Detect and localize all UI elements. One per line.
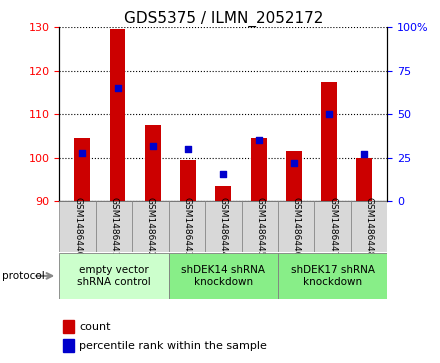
Bar xyxy=(242,201,278,252)
Point xyxy=(326,111,333,117)
Point xyxy=(79,150,86,156)
Bar xyxy=(215,186,231,201)
Text: protocol: protocol xyxy=(2,271,45,281)
Text: GSM1486442: GSM1486442 xyxy=(146,197,155,257)
Bar xyxy=(251,138,267,201)
Point xyxy=(114,85,121,91)
Bar xyxy=(59,201,96,252)
Text: percentile rank within the sample: percentile rank within the sample xyxy=(79,341,267,351)
Text: GSM1486446: GSM1486446 xyxy=(292,197,301,257)
Bar xyxy=(286,151,302,201)
Point xyxy=(255,138,262,143)
Bar xyxy=(321,82,337,201)
Text: shDEK17 shRNA
knockdown: shDEK17 shRNA knockdown xyxy=(290,265,374,287)
Text: empty vector
shRNA control: empty vector shRNA control xyxy=(77,265,151,287)
Point xyxy=(290,160,297,166)
Text: GSM1486443: GSM1486443 xyxy=(182,197,191,257)
Title: GDS5375 / ILMN_2052172: GDS5375 / ILMN_2052172 xyxy=(124,11,323,27)
Bar xyxy=(314,201,351,252)
Point xyxy=(184,146,191,152)
Point xyxy=(361,151,368,157)
Bar xyxy=(169,201,205,252)
Text: GSM1486444: GSM1486444 xyxy=(219,197,228,257)
Bar xyxy=(145,125,161,201)
Bar xyxy=(74,138,90,201)
Bar xyxy=(132,201,169,252)
Bar xyxy=(96,201,132,252)
Text: GSM1486448: GSM1486448 xyxy=(364,197,374,257)
Bar xyxy=(59,253,169,298)
Bar xyxy=(356,158,372,201)
Text: GSM1486445: GSM1486445 xyxy=(255,197,264,257)
Bar xyxy=(278,253,387,298)
Bar xyxy=(180,160,196,201)
Point xyxy=(220,171,227,176)
Bar xyxy=(278,201,314,252)
Bar xyxy=(169,253,278,298)
Point xyxy=(149,143,156,148)
Bar xyxy=(351,201,387,252)
Bar xyxy=(110,29,125,201)
Text: GSM1486440: GSM1486440 xyxy=(73,197,82,257)
Text: count: count xyxy=(79,322,110,332)
Text: GSM1486447: GSM1486447 xyxy=(328,197,337,257)
Text: GSM1486441: GSM1486441 xyxy=(110,197,118,257)
Bar xyxy=(205,201,242,252)
Text: shDEK14 shRNA
knockdown: shDEK14 shRNA knockdown xyxy=(181,265,265,287)
Bar xyxy=(62,321,74,333)
Bar xyxy=(62,339,74,352)
